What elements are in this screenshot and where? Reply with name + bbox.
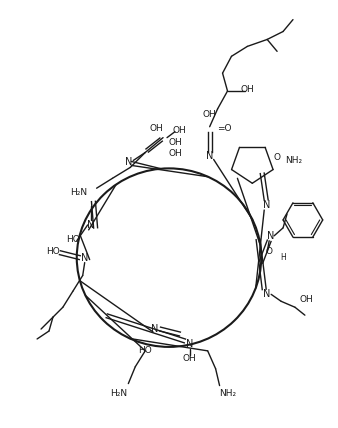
- Text: HO: HO: [138, 346, 152, 355]
- Text: N: N: [125, 158, 132, 167]
- Text: OH: OH: [168, 149, 182, 158]
- Text: O: O: [266, 247, 273, 256]
- Text: N: N: [206, 152, 213, 161]
- Text: O: O: [273, 153, 281, 162]
- Text: N: N: [264, 289, 271, 299]
- Text: OH: OH: [149, 124, 163, 133]
- Text: N: N: [81, 253, 88, 263]
- Text: OH: OH: [240, 85, 254, 94]
- Text: NH₂: NH₂: [285, 156, 303, 165]
- Text: N: N: [186, 339, 194, 349]
- Text: OH: OH: [172, 126, 186, 135]
- Text: OH: OH: [203, 110, 217, 119]
- Text: HO: HO: [66, 235, 80, 244]
- Text: H₂N: H₂N: [110, 389, 127, 398]
- Text: N: N: [263, 200, 270, 210]
- Text: H: H: [280, 253, 286, 262]
- Text: OH: OH: [183, 354, 197, 363]
- Text: NH₂: NH₂: [219, 389, 236, 398]
- Text: N: N: [87, 220, 94, 230]
- Text: N: N: [151, 324, 159, 334]
- Text: N: N: [267, 231, 275, 241]
- Text: HO: HO: [46, 247, 60, 256]
- Text: OH: OH: [168, 138, 182, 147]
- Text: OH: OH: [300, 295, 314, 304]
- Text: =O: =O: [217, 124, 232, 133]
- Text: H₂N: H₂N: [70, 188, 87, 197]
